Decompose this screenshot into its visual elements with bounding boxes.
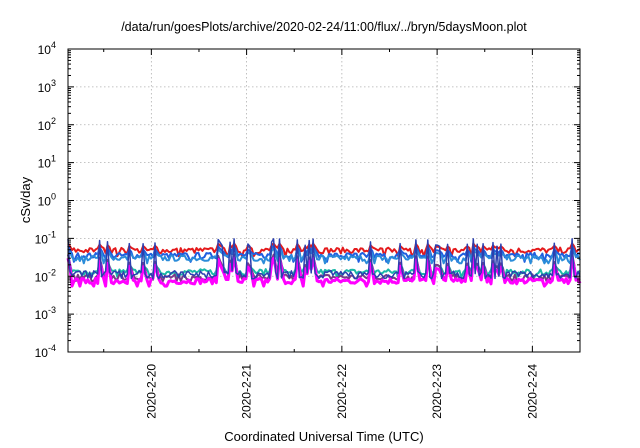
x-tick-label: 2020-2-23 [430,364,444,419]
spike-series-line [67,238,581,280]
x-tick-label: 2020-2-21 [240,364,254,419]
x-axis-label: Coordinated Universal Time (UTC) [224,429,423,444]
y-axis-label: cSv/day [18,176,33,223]
series-line [67,247,581,265]
y-tick-label: 102 [38,116,56,133]
x-tick-label: 2020-2-24 [525,364,539,419]
chart-title: /data/run/goesPlots/archive/2020-02-24/1… [121,20,527,34]
y-tick-label: 103 [38,78,56,95]
x-tick-label: 2020-2-22 [335,364,349,419]
y-tick-label: 104 [38,40,56,57]
y-tick-label: 10-4 [35,343,56,360]
y-tick-label: 10-1 [35,229,56,246]
y-tick-label: 10-2 [35,267,56,284]
y-tick-label: 10-3 [35,305,56,322]
x-axis: 2020-2-20 2020-2-21 2020-2-22 2020-2-23 2020… [103,49,539,419]
y-tick-label: 101 [38,154,56,171]
series-layer [66,238,582,288]
x-tick-label: 2020-2-20 [144,364,158,419]
grid [68,49,580,352]
series-line [67,242,581,258]
y-axis: 10-4 10-3 10-2 10-1 100 101 102 103 104 [35,40,580,360]
y-tick-label: 100 [38,192,56,209]
